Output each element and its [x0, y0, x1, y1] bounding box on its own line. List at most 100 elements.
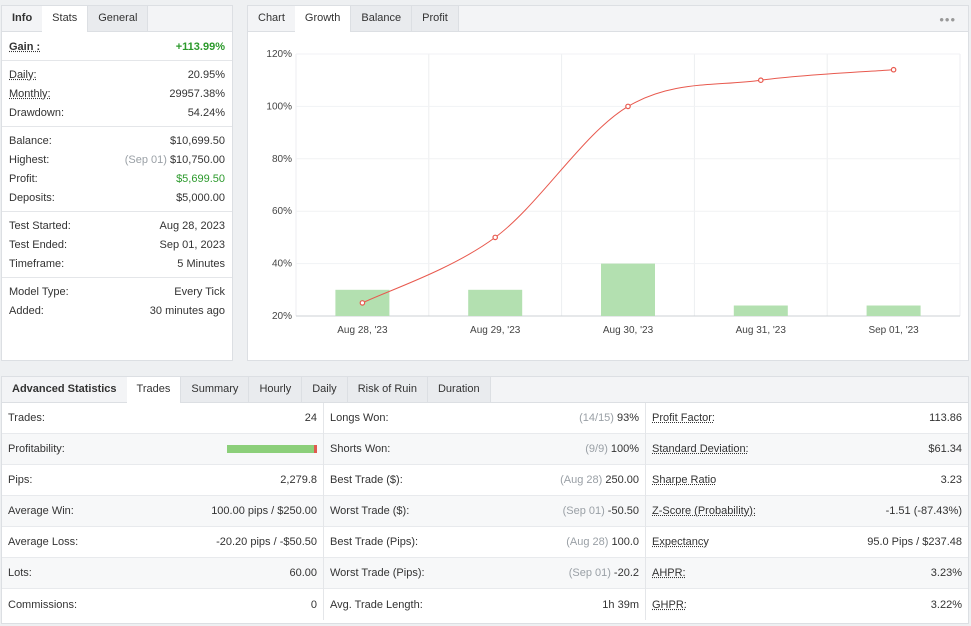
z-score-value: -1.51 (-87.43%) [885, 505, 962, 517]
tab-stats[interactable]: Stats [42, 6, 89, 32]
growth-point [492, 234, 499, 241]
expectancy-value: 95.0 Pips / $237.48 [867, 536, 962, 548]
stats-grid: Trades: 24 Profitability: Pips: 2,279.8 Av… [2, 403, 968, 620]
highest-row: Highest: (Sep 01) $10,750.00 [9, 150, 225, 169]
x-tick-label: Aug 29, '23 [470, 325, 521, 336]
shorts-won-row: Shorts Won: (9/9) 100% [324, 434, 645, 465]
tab-chart: Chart [248, 6, 295, 31]
timeframe-label: Timeframe: [9, 257, 65, 270]
model-type-value: Every Tick [174, 285, 225, 298]
best-trade-usd-row: Best Trade ($): (Aug 28) 250.00 [324, 465, 645, 496]
average-loss-row: Average Loss: -20.20 pips / -$50.50 [2, 527, 323, 558]
tab-balance[interactable]: Balance [351, 6, 413, 31]
z-score-row: Z-Score (Probability): -1.51 (-87.43%) [646, 496, 968, 527]
tab-duration[interactable]: Duration [427, 377, 491, 402]
highest-date: (Sep 01) [124, 153, 167, 166]
standard-deviation-row: Standard Deviation: $61.34 [646, 434, 968, 465]
average-win-label: Average Win: [8, 505, 74, 517]
average-win-row: Average Win: 100.00 pips / $250.00 [2, 496, 323, 527]
growth-chart: 20% 40% 60% 80% 100% 120% Aug 28, '23 Aug 29, '… [266, 49, 961, 336]
pips-row: Pips: 2,279.8 [2, 465, 323, 496]
trades-row: Trades: 24 [2, 403, 323, 434]
model-type-label: Model Type: [9, 285, 69, 298]
avg-trade-length-label: Avg. Trade Length: [330, 598, 423, 611]
worst-trade-pips-note: (Sep 01) [568, 567, 611, 579]
test-ended-label: Test Ended: [9, 238, 68, 251]
more-options-icon[interactable]: ••• [939, 12, 956, 27]
tab-general[interactable]: General [88, 6, 149, 31]
chart-tabs: Chart Growth Balance Profit [248, 6, 968, 32]
worst-trade-usd-value: -50.50 [607, 505, 639, 517]
timeframe-row: Timeframe: 5 Minutes [9, 254, 225, 273]
sharpe-ratio-label[interactable]: Sharpe Ratio [652, 474, 717, 486]
drawdown-row: Drawdown: 54.24% [9, 103, 225, 122]
drawdown-value: 54.24% [187, 106, 225, 119]
ahpr-value: 3.23% [930, 567, 962, 579]
tab-hourly[interactable]: Hourly [249, 377, 303, 402]
lots-value: 60.00 [289, 567, 317, 579]
bar [601, 263, 655, 316]
expectancy-label[interactable]: Expectancy [652, 536, 709, 548]
deposits-label: Deposits: [9, 191, 55, 204]
profitability-loss-segment [314, 445, 317, 453]
worst-trade-pips-row: Worst Trade (Pips): (Sep 01) -20.2 [324, 558, 645, 589]
deposits-value: $5,000.00 [176, 191, 225, 204]
info-panel: Info Stats General Gain : +113.99% Daily… [1, 5, 233, 361]
timeframe-value: 5 Minutes [177, 257, 225, 270]
profit-factor-value: 113.86 [929, 412, 962, 424]
gain-label[interactable]: Gain : [9, 40, 41, 53]
ghpr-value: 3.22% [930, 598, 962, 611]
worst-trade-pips-label: Worst Trade (Pips): [330, 567, 425, 579]
best-trade-pips-note: (Aug 28) [566, 536, 609, 548]
longs-won-value: 93% [616, 412, 639, 424]
standard-deviation-label[interactable]: Standard Deviation: [652, 443, 749, 455]
drawdown-label: Drawdown: [9, 106, 65, 119]
y-tick-label: 80% [272, 154, 292, 165]
ghpr-label[interactable]: GHPR: [652, 598, 687, 611]
best-trade-pips-value: 100.0 [611, 536, 639, 548]
test-started-label: Test Started: [9, 219, 71, 232]
test-started-value: Aug 28, 2023 [159, 219, 225, 232]
y-tick-label: 20% [272, 311, 292, 322]
sharpe-ratio-row: Sharpe Ratio 3.23 [646, 465, 968, 496]
best-trade-usd-note: (Aug 28) [560, 474, 603, 486]
gain-row: Gain : +113.99% [9, 37, 225, 56]
tab-growth[interactable]: Growth [294, 6, 352, 32]
average-win-value: 100.00 pips / $250.00 [211, 505, 317, 517]
tab-advanced-statistics: Advanced Statistics [2, 377, 127, 402]
ahpr-row: AHPR: 3.23% [646, 558, 968, 589]
stats-column-2: Longs Won: (14/15) 93% Shorts Won: (9/9) 100… [324, 403, 646, 620]
trades-value: 24 [304, 412, 317, 424]
deposits-row: Deposits: $5,000.00 [9, 188, 225, 207]
shorts-won-value: 100% [610, 443, 639, 455]
monthly-label[interactable]: Monthly: [9, 87, 51, 100]
worst-trade-usd-row: Worst Trade ($): (Sep 01) -50.50 [324, 496, 645, 527]
profit-value: $5,699.50 [176, 172, 225, 185]
added-row: Added: 30 minutes ago [9, 301, 225, 320]
bar [733, 305, 788, 316]
info-body: Gain : +113.99% Daily: 20.95% Monthly: 2… [2, 32, 232, 320]
tab-daily[interactable]: Daily [302, 377, 348, 402]
added-value: 30 minutes ago [149, 304, 225, 317]
daily-label[interactable]: Daily: [9, 68, 37, 81]
x-tick-label: Aug 28, '23 [337, 325, 388, 336]
daily-row: Daily: 20.95% [9, 65, 225, 84]
avg-trade-length-row: Avg. Trade Length: 1h 39m [324, 589, 645, 620]
profit-factor-label[interactable]: Profit Factor: [652, 412, 715, 424]
test-ended-value: Sep 01, 2023 [159, 238, 225, 251]
growth-point [890, 66, 897, 73]
tab-risk-of-ruin[interactable]: Risk of Ruin [347, 377, 428, 402]
x-tick-label: Aug 30, '23 [603, 325, 654, 336]
ahpr-label[interactable]: AHPR: [652, 567, 686, 579]
tab-summary[interactable]: Summary [181, 377, 250, 402]
shorts-won-note: (9/9) [585, 443, 608, 455]
stats-column-3: Profit Factor: 113.86 Standard Deviation:… [646, 403, 968, 620]
growth-point [757, 77, 764, 84]
shorts-won-label: Shorts Won: [330, 443, 391, 455]
longs-won-label: Longs Won: [330, 412, 389, 424]
x-tick-label: Aug 31, '23 [736, 325, 787, 336]
tab-trades[interactable]: Trades [126, 377, 182, 403]
y-tick-label: 120% [266, 49, 292, 60]
tab-profit[interactable]: Profit [412, 6, 459, 31]
z-score-label[interactable]: Z-Score (Probability): [652, 505, 756, 517]
